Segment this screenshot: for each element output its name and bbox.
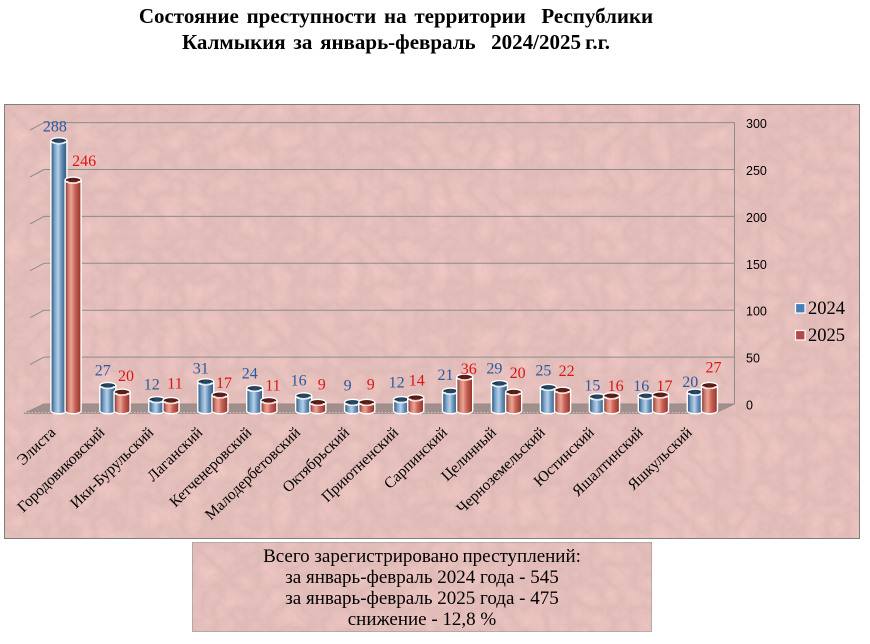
svg-text:20: 20 (682, 374, 698, 391)
svg-text:150: 150 (746, 258, 767, 272)
svg-text:17: 17 (657, 378, 673, 395)
svg-text:0: 0 (746, 399, 753, 413)
svg-text:200: 200 (746, 211, 767, 225)
svg-text:9: 9 (318, 376, 326, 393)
svg-text:11: 11 (167, 376, 182, 393)
svg-text:27: 27 (706, 360, 722, 377)
svg-text:20: 20 (118, 368, 134, 385)
svg-text:246: 246 (72, 153, 96, 170)
svg-text:22: 22 (559, 363, 575, 380)
svg-text:250: 250 (746, 164, 767, 178)
svg-text:20: 20 (510, 365, 526, 382)
svg-text:300: 300 (746, 117, 767, 131)
svg-text:2024: 2024 (808, 299, 845, 319)
svg-text:50: 50 (746, 352, 760, 366)
svg-text:16: 16 (291, 372, 307, 389)
svg-text:16: 16 (608, 378, 624, 395)
svg-text:17: 17 (216, 375, 232, 392)
svg-text:24: 24 (242, 365, 258, 382)
svg-text:9: 9 (344, 377, 352, 394)
svg-text:27: 27 (95, 363, 111, 380)
svg-text:15: 15 (584, 378, 600, 395)
svg-text:100: 100 (746, 305, 767, 319)
svg-text:31: 31 (193, 361, 209, 378)
svg-text:11: 11 (265, 378, 280, 395)
svg-text:9: 9 (367, 376, 375, 393)
svg-text:25: 25 (535, 362, 551, 379)
svg-text:288: 288 (43, 119, 67, 136)
svg-text:2025: 2025 (808, 326, 845, 346)
svg-text:16: 16 (633, 378, 649, 395)
svg-text:21: 21 (438, 367, 454, 384)
svg-text:14: 14 (409, 373, 425, 390)
svg-text:29: 29 (486, 361, 502, 378)
svg-text:12: 12 (144, 377, 160, 394)
svg-text:36: 36 (461, 361, 477, 378)
svg-text:12: 12 (389, 375, 405, 392)
